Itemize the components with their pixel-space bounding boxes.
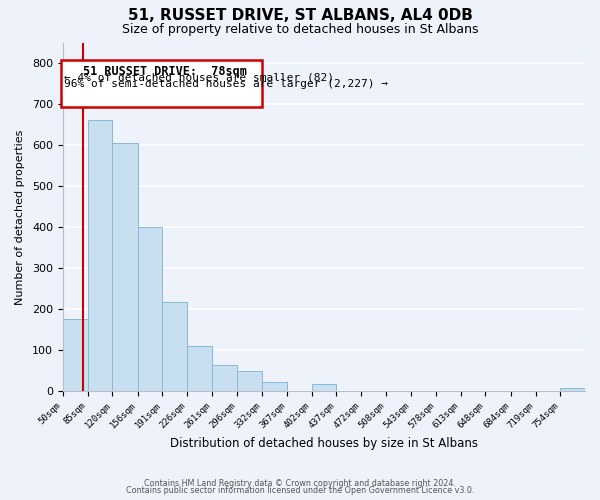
Bar: [112, 143, 137, 391]
Bar: [311, 384, 336, 391]
Bar: [88, 120, 112, 391]
Bar: [212, 366, 236, 391]
Bar: [187, 346, 212, 391]
X-axis label: Distribution of detached houses by size in St Albans: Distribution of detached houses by size …: [170, 437, 478, 450]
Bar: [560, 388, 585, 391]
Text: Contains HM Land Registry data © Crown copyright and database right 2024.: Contains HM Land Registry data © Crown c…: [144, 478, 456, 488]
Bar: [236, 372, 262, 391]
Text: Contains public sector information licensed under the Open Government Licence v3: Contains public sector information licen…: [126, 486, 474, 495]
Text: Size of property relative to detached houses in St Albans: Size of property relative to detached ho…: [122, 22, 478, 36]
Text: 51 RUSSET DRIVE:  78sqm: 51 RUSSET DRIVE: 78sqm: [83, 64, 247, 78]
Text: 96% of semi-detached houses are larger (2,227) →: 96% of semi-detached houses are larger (…: [64, 80, 388, 90]
Bar: [137, 227, 163, 391]
Bar: [163, 302, 187, 391]
FancyBboxPatch shape: [61, 60, 262, 107]
Bar: [63, 320, 88, 391]
Text: ← 4% of detached houses are smaller (82): ← 4% of detached houses are smaller (82): [64, 72, 334, 82]
Y-axis label: Number of detached properties: Number of detached properties: [15, 129, 25, 304]
Text: 51, RUSSET DRIVE, ST ALBANS, AL4 0DB: 51, RUSSET DRIVE, ST ALBANS, AL4 0DB: [128, 8, 472, 22]
Bar: [262, 382, 287, 391]
